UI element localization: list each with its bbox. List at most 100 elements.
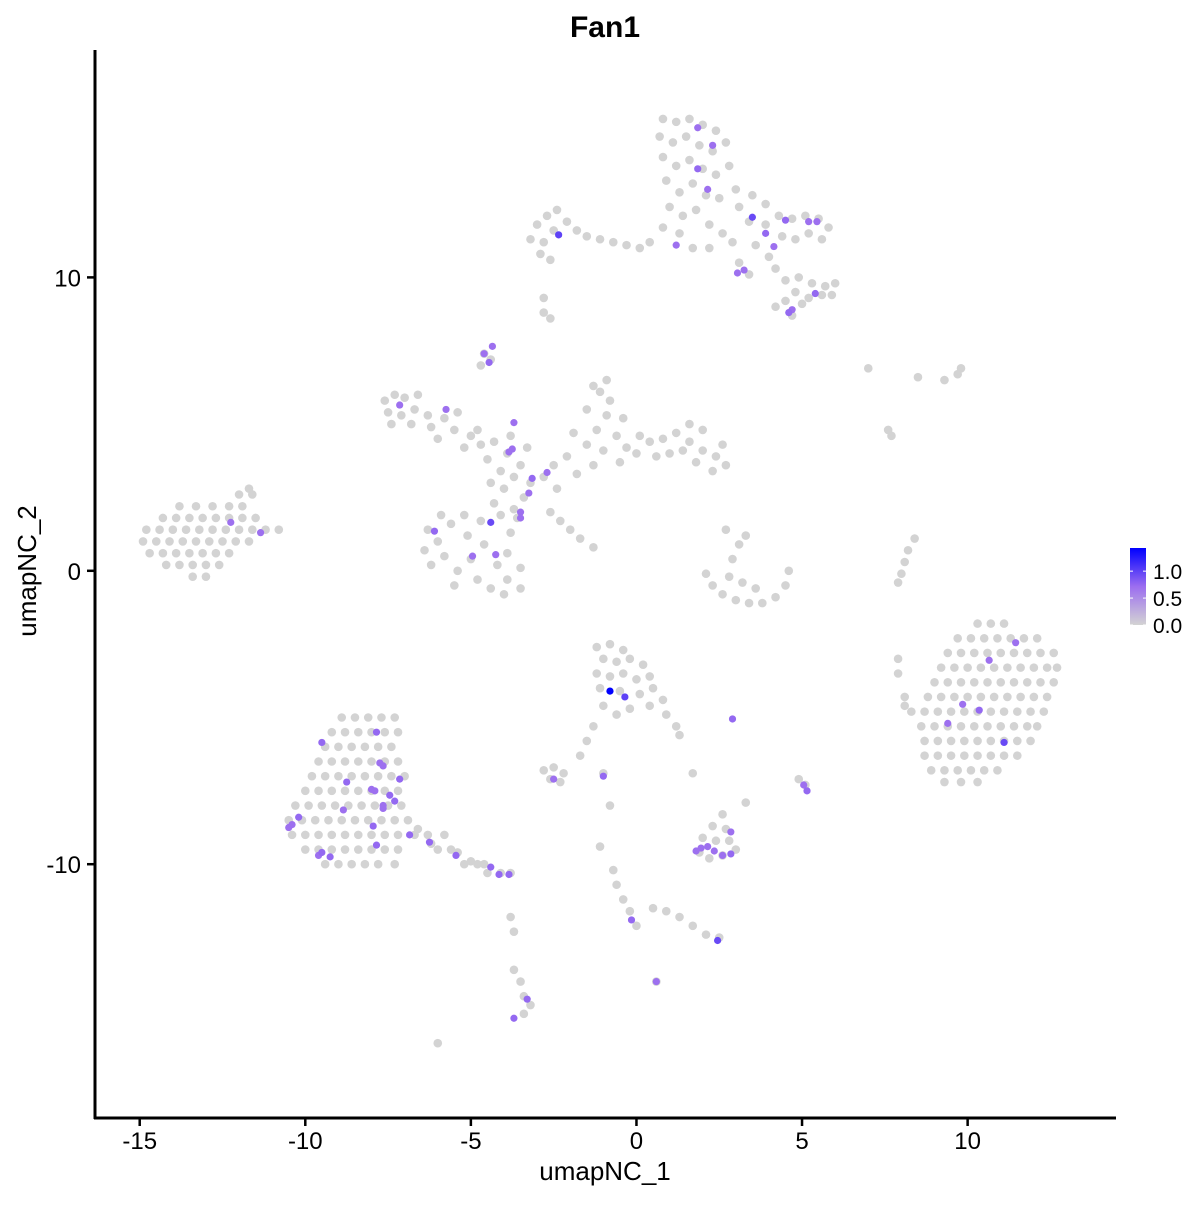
- cell-point: [675, 912, 684, 922]
- cell-point: [979, 766, 989, 775]
- cell-point: [966, 766, 976, 775]
- cell-point: [198, 548, 207, 558]
- expressing-cell-point: [318, 848, 326, 857]
- cell-point: [708, 581, 717, 590]
- cell-point: [724, 161, 734, 171]
- cell-point: [483, 868, 492, 878]
- expressing-cell-point: [1000, 738, 1008, 747]
- cell-point: [632, 675, 641, 684]
- cell-point: [900, 692, 910, 702]
- cell-point: [698, 446, 707, 455]
- cell-point: [701, 930, 711, 939]
- cell-point: [744, 270, 754, 279]
- cell-point: [592, 669, 602, 678]
- cell-point: [936, 692, 946, 702]
- cell-point: [380, 396, 390, 405]
- cell-point: [516, 460, 525, 470]
- cell-point: [380, 727, 390, 737]
- cell-point: [1036, 677, 1045, 687]
- cell-point: [827, 290, 837, 300]
- expressing-cell-point: [800, 781, 808, 789]
- cell-point: [476, 440, 486, 449]
- cell-point: [671, 428, 681, 438]
- cell-point: [1036, 648, 1045, 658]
- cell-point: [473, 859, 482, 869]
- expressing-cell-point: [727, 850, 735, 858]
- cell-point: [165, 537, 174, 546]
- cell-point: [708, 821, 717, 831]
- cell-point: [1042, 692, 1052, 702]
- cell-point: [956, 677, 966, 687]
- cell-point: [387, 742, 396, 752]
- cell-point: [1009, 722, 1019, 731]
- cell-point: [390, 713, 400, 722]
- expressing-cell-point: [785, 308, 793, 317]
- expressing-cell-point: [652, 977, 660, 986]
- cell-point: [887, 431, 896, 441]
- expressing-cell-point: [550, 775, 558, 783]
- cell-point: [373, 771, 383, 781]
- cell-point: [731, 845, 741, 854]
- cell-point: [562, 217, 572, 226]
- cell-point: [188, 560, 197, 570]
- cell-point: [489, 499, 499, 508]
- expressing-cell-point: [372, 728, 381, 736]
- cell-point: [791, 234, 800, 244]
- cell-point: [476, 516, 486, 526]
- expressing-cell-point: [803, 787, 811, 795]
- cell-point: [1032, 633, 1042, 643]
- cell-point: [363, 815, 373, 825]
- expressing-cell-point: [386, 791, 394, 799]
- cell-point: [999, 619, 1009, 628]
- cell-point: [996, 722, 1006, 731]
- cell-point: [946, 707, 956, 716]
- expressing-cell-point: [468, 552, 477, 560]
- cell-point: [509, 472, 519, 482]
- cell-point: [327, 786, 337, 796]
- cell-point: [681, 132, 691, 141]
- cell-point: [652, 452, 661, 461]
- cell-point: [307, 771, 317, 781]
- cell-point: [685, 437, 694, 446]
- cell-point: [211, 513, 221, 523]
- expressing-cell-point: [425, 838, 434, 846]
- cell-point: [350, 713, 360, 722]
- x-tick-label: -5: [460, 1128, 481, 1155]
- cell-point: [440, 830, 449, 840]
- x-axis-title: umapNC_1: [539, 1156, 671, 1186]
- cell-point: [214, 560, 224, 570]
- cell-point: [413, 824, 423, 834]
- expressing-cell-point: [525, 489, 533, 497]
- cell-point: [367, 845, 376, 854]
- expressing-cell-point: [704, 185, 712, 193]
- cell-point: [622, 240, 631, 250]
- cell-point: [930, 722, 939, 731]
- cell-point: [595, 234, 605, 244]
- cell-point: [635, 689, 645, 699]
- cell-point: [973, 751, 982, 760]
- cell-point: [397, 801, 406, 810]
- expressing-cell-point: [339, 806, 347, 814]
- expressing-cell-point: [599, 772, 607, 780]
- cell-point: [304, 801, 313, 810]
- expressing-cell-point: [606, 687, 614, 695]
- cell-point: [635, 243, 645, 253]
- cell-point: [589, 460, 598, 470]
- cell-point: [582, 405, 592, 414]
- cell-point: [158, 513, 168, 523]
- chart-title: Fan1: [570, 11, 640, 44]
- cell-point: [1013, 736, 1022, 746]
- cell-point: [516, 563, 525, 573]
- points-layer: [138, 114, 1062, 1048]
- cell-point: [489, 437, 499, 446]
- expressing-cell-point: [811, 289, 819, 298]
- cell-point: [499, 589, 509, 599]
- cell-point: [595, 683, 605, 693]
- cell-point: [357, 801, 366, 810]
- cell-point: [373, 859, 383, 869]
- expressing-cell-point: [710, 847, 718, 855]
- cell-point: [665, 202, 674, 212]
- cell-point: [201, 572, 211, 581]
- cell-point: [324, 815, 333, 825]
- cell-point: [433, 537, 443, 546]
